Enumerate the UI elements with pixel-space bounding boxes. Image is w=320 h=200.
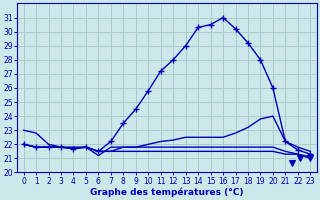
X-axis label: Graphe des températures (°C): Graphe des températures (°C) (90, 187, 244, 197)
